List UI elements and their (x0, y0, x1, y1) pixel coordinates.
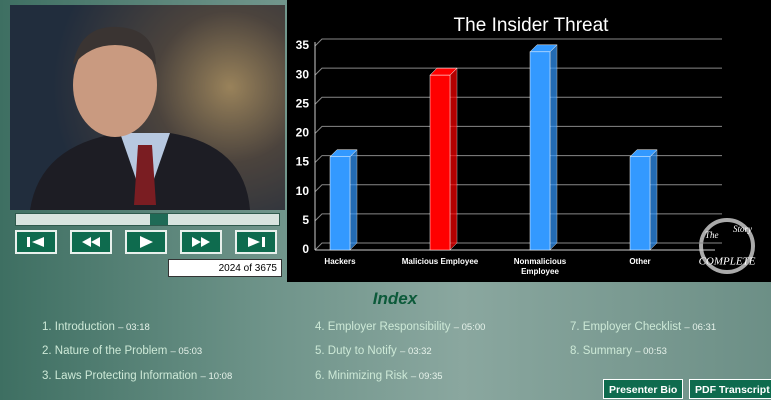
y-tick-label: 20 (296, 126, 310, 140)
presenter-image (10, 5, 285, 210)
y-tick-label: 25 (296, 96, 310, 110)
link-button[interactable]: PDF Transcript (689, 379, 771, 399)
x-tick-label: Hackers (295, 257, 385, 267)
index-item[interactable]: 2. Nature of the Problem – 05:03 (42, 345, 202, 357)
item-time[interactable]: – 09:35 (411, 371, 443, 382)
bar-side (550, 45, 557, 250)
progress-bar[interactable] (15, 213, 280, 226)
item-time[interactable]: – 03:32 (400, 346, 432, 357)
item-label[interactable]: 1. Introduction (42, 321, 115, 333)
item-time[interactable]: – 03:18 (118, 322, 150, 333)
item-time[interactable]: – 05:03 (171, 346, 203, 357)
item-label[interactable]: 6. Minimizing Risk (315, 370, 408, 382)
y-tick-label: 5 (302, 213, 309, 227)
grid-line (315, 243, 722, 250)
frame-counter: 2024 of 3675 (168, 259, 282, 277)
bar (530, 52, 550, 250)
index-item[interactable]: 8. Summary – 00:53 (570, 345, 667, 357)
grid-line (315, 126, 722, 133)
item-time[interactable]: – 06:31 (684, 322, 716, 333)
link-button[interactable]: Presenter Bio (603, 379, 683, 399)
logo-text: The (705, 230, 719, 240)
last-button[interactable] (235, 230, 277, 254)
index-item[interactable]: 5. Duty to Notify – 03:32 (315, 345, 432, 357)
bar-side (450, 68, 457, 250)
rewind-button[interactable] (70, 230, 112, 254)
bar-side (350, 150, 357, 250)
first-button[interactable] (15, 230, 57, 254)
bar (330, 157, 350, 250)
forward-button[interactable] (180, 230, 222, 254)
grid-line (315, 39, 722, 46)
logo: The Story COMPLETE (699, 220, 756, 272)
chart-title: The Insider Threat (454, 15, 610, 36)
x-tick-label: Malicious Employee (395, 257, 485, 267)
item-time[interactable]: – 10:08 (201, 371, 233, 382)
play-button[interactable] (125, 230, 167, 254)
bar-side (650, 150, 657, 250)
index-item[interactable]: 7. Employer Checklist – 06:31 (570, 321, 716, 333)
index-item[interactable]: 6. Minimizing Risk – 09:35 (315, 370, 443, 382)
bar (630, 157, 650, 250)
index-item[interactable]: 3. Laws Protecting Information – 10:08 (42, 370, 232, 382)
index-item[interactable]: 4. Employer Responsibility – 05:00 (315, 321, 485, 333)
grid-line (315, 97, 722, 104)
item-time[interactable]: – 00:53 (635, 346, 667, 357)
progress-knob[interactable] (150, 214, 168, 225)
x-tick-label: Nonmalicious Employee (495, 257, 585, 277)
item-label[interactable]: 3. Laws Protecting Information (42, 370, 197, 382)
y-tick-label: 15 (296, 155, 310, 169)
item-label[interactable]: 4. Employer Responsibility (315, 321, 451, 333)
grid-line (315, 185, 722, 192)
logo-text: Story (733, 224, 752, 234)
item-label[interactable]: 8. Summary (570, 345, 632, 357)
chart: The Insider Threat The Story COMPLETE 0 5… (287, 0, 771, 282)
index-title: Index (0, 289, 771, 309)
grid-line (315, 156, 722, 163)
y-tick-label: 0 (302, 242, 309, 256)
logo-text: COMPLETE (699, 256, 756, 268)
player-page: 2024 of 3675 The Insider Threat The Stor… (0, 0, 771, 400)
grid-line (315, 68, 722, 75)
index-item[interactable]: 1. Introduction – 03:18 (42, 321, 150, 333)
y-tick-label: 10 (296, 184, 310, 198)
video-frame (10, 5, 285, 210)
grid-line (315, 214, 722, 221)
y-tick-label: 30 (296, 67, 310, 81)
item-label[interactable]: 5. Duty to Notify (315, 345, 397, 357)
bar (430, 75, 450, 250)
item-label[interactable]: 2. Nature of the Problem (42, 345, 167, 357)
y-tick-label: 35 (296, 38, 310, 52)
item-label[interactable]: 7. Employer Checklist (570, 321, 681, 333)
x-tick-label: Other (595, 257, 685, 267)
item-time[interactable]: – 05:00 (454, 322, 486, 333)
